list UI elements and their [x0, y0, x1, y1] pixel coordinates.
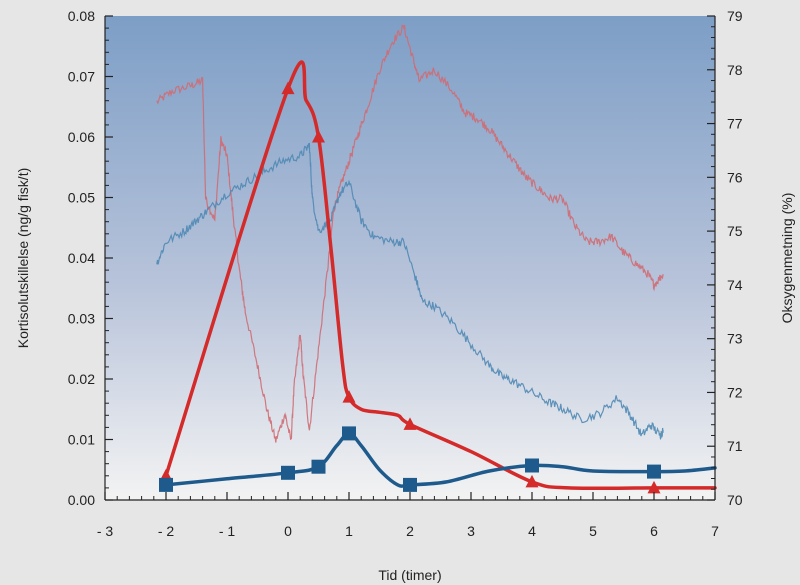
x-tick-label: 7 — [711, 523, 719, 539]
square-marker — [342, 426, 356, 441]
y2-tick-label: 79 — [727, 8, 743, 24]
y-tick-label: 0.02 — [68, 371, 95, 387]
triangle-marker — [403, 417, 417, 430]
square-marker — [281, 465, 295, 480]
y-tick-label: 0.04 — [68, 250, 95, 266]
axes: 0.000.010.020.030.040.050.060.070.087071… — [68, 8, 743, 539]
x-tick-label: 1 — [345, 523, 353, 539]
x-tick-label: - 1 — [219, 523, 236, 539]
oxygen-traces — [156, 24, 664, 443]
triangle-marker — [281, 81, 295, 95]
y-axis-label: Kortisolutskillelse (ng/g fisk/t) — [15, 168, 31, 349]
x-tick-label: 0 — [284, 523, 292, 539]
x-tick-label: 2 — [406, 523, 414, 539]
x-tick-label: - 2 — [158, 523, 175, 539]
y2-tick-label: 78 — [727, 62, 743, 78]
y2-tick-label: 75 — [727, 223, 743, 239]
x-tick-label: - 3 — [97, 523, 114, 539]
triangle-marker — [342, 390, 356, 403]
y-tick-label: 0.01 — [68, 432, 95, 448]
oxygen-trace-1 — [156, 24, 664, 443]
square-marker — [403, 477, 417, 492]
y-tick-label: 0.05 — [68, 190, 95, 206]
y2-tick-label: 73 — [727, 331, 743, 347]
x-tick-label: 5 — [589, 523, 597, 539]
square-marker — [525, 458, 539, 473]
cortisol-lines — [159, 60, 717, 494]
cortisol-line-1 — [164, 60, 717, 491]
y-tick-label: 0.06 — [68, 129, 95, 145]
square-marker — [647, 464, 661, 479]
y2-tick-label: 72 — [727, 384, 743, 400]
x-axis-label: Tid (timer) — [378, 567, 441, 583]
square-marker — [159, 477, 173, 492]
triangle-marker — [647, 480, 661, 494]
x-tick-label: 4 — [528, 523, 536, 539]
triangle-marker — [525, 474, 539, 488]
y-tick-label: 0.08 — [68, 8, 95, 24]
y2-tick-label: 77 — [727, 116, 743, 132]
y-tick-label: 0.07 — [68, 69, 95, 85]
y2-tick-label: 71 — [727, 438, 743, 454]
y2-axis-label: Oksygenmetning (%) — [779, 193, 795, 324]
y-tick-label: 0.03 — [68, 311, 95, 327]
triangle-marker — [312, 130, 325, 143]
y-tick-label: 0.00 — [68, 492, 95, 508]
y2-tick-label: 70 — [727, 492, 743, 508]
square-marker — [311, 459, 326, 474]
y2-tick-label: 76 — [727, 169, 743, 185]
x-tick-label: 6 — [650, 523, 658, 539]
oxygen-trace-2 — [156, 142, 664, 441]
y2-tick-label: 74 — [727, 277, 743, 293]
x-tick-label: 3 — [467, 523, 475, 539]
